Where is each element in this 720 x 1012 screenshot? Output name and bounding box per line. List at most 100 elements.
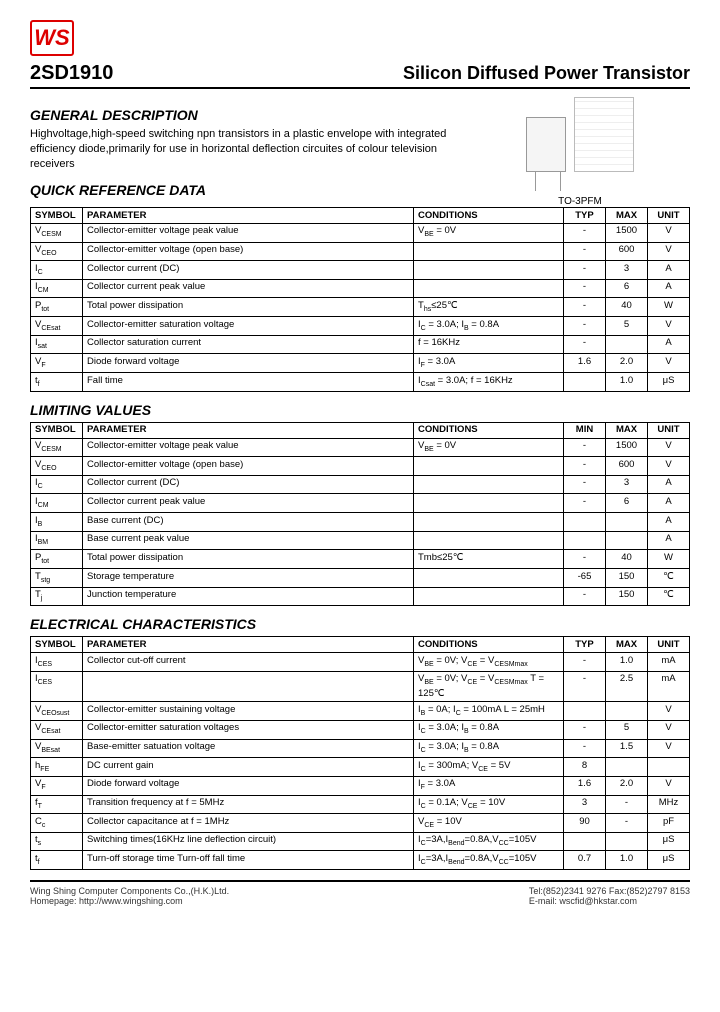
electrical-characteristics-title: ELECTRICAL CHARACTERISTICS [30,616,690,632]
table-cell: μS [648,373,690,392]
table-cell [414,279,564,298]
table-cell: Ptot [31,298,83,317]
footer-email: E-mail: wscfid@hkstar.com [529,896,690,906]
table-cell: ts [31,832,83,851]
table-cell: 1500 [606,223,648,242]
table-cell: 1.6 [564,354,606,373]
table-cell: - [564,587,606,606]
table-cell: Ths≤25℃ [414,298,564,317]
table-cell: - [564,739,606,758]
table-row: TjJunction temperature-150℃ [31,587,690,606]
table-cell: Collector current peak value [83,279,414,298]
table-row: tfTurn-off storage time Turn-off fall ti… [31,851,690,870]
table-cell: tf [31,373,83,392]
table-cell: 2.5 [606,671,648,702]
table-cell: 8 [564,758,606,777]
table-cell: - [564,279,606,298]
table-cell: Junction temperature [83,587,414,606]
table-cell: mA [648,671,690,702]
table-row: fTTransition frequency at f = 5MHzIC = 0… [31,795,690,814]
table-cell: - [564,242,606,261]
table-cell: A [648,513,690,532]
table-cell: tf [31,851,83,870]
table-header: SYMBOL [31,637,83,653]
table-cell: Collector-emitter voltage (open base) [83,457,414,476]
table-cell: - [564,438,606,457]
table-cell [606,702,648,721]
table-cell: IF = 3.0A [414,354,564,373]
table-cell: VCEsat [31,720,83,739]
table-header: SYMBOL [31,422,83,438]
table-row: VCEOsustCollector-emitter sustaining vol… [31,702,690,721]
table-cell: μS [648,851,690,870]
table-cell: W [648,298,690,317]
table-cell: mA [648,653,690,672]
table-cell: Isat [31,335,83,354]
table-row: IBBase current (DC)A [31,513,690,532]
table-cell [564,702,606,721]
table-cell: Collector current peak value [83,494,414,513]
table-cell: 6 [606,494,648,513]
table-row: ICCollector current (DC)-3A [31,261,690,280]
table-cell: Collector-emitter sustaining voltage [83,702,414,721]
table-cell: 2.0 [606,776,648,795]
table-cell: Total power dissipation [83,550,414,569]
table-cell: VCEsat [31,317,83,336]
table-header: UNIT [648,637,690,653]
table-cell: Ptot [31,550,83,569]
footer-homepage: Homepage: http://www.wingshing.com [30,896,229,906]
table-cell: VBE = 0V; VCE = VCESMmax T = 125℃ [414,671,564,702]
table-row: IsatCollector saturation currentf = 16KH… [31,335,690,354]
table-cell: Base-emitter satuation voltage [83,739,414,758]
table-cell: ℃ [648,569,690,588]
table-cell: A [648,279,690,298]
table-cell: A [648,261,690,280]
table-cell [606,832,648,851]
table-cell: 5 [606,720,648,739]
table-cell: Transition frequency at f = 5MHz [83,795,414,814]
table-cell: 3 [564,795,606,814]
table-cell: ICsat = 3.0A; f = 16KHz [414,373,564,392]
table-cell [414,513,564,532]
table-cell: VCEO [31,242,83,261]
table-cell: Collector cut-off current [83,653,414,672]
table-cell [606,335,648,354]
header: 2SD1910 Silicon Diffused Power Transisto… [30,62,690,89]
table-row: TstgStorage temperature-65150℃ [31,569,690,588]
table-cell: - [564,653,606,672]
table-cell: IC [31,261,83,280]
table-cell: 150 [606,587,648,606]
table-cell: A [648,475,690,494]
quick-reference-title: QUICK REFERENCE DATA [30,182,458,198]
table-cell: - [564,261,606,280]
table-cell: 6 [606,279,648,298]
table-cell: Collector-emitter saturation voltage [83,317,414,336]
table-cell: 2.0 [606,354,648,373]
table-row: tsSwitching times(16KHz line deflection … [31,832,690,851]
table-cell: - [564,475,606,494]
table-header: PARAMETER [83,422,414,438]
table-cell: VBE = 0V [414,223,564,242]
limiting-values-table: SYMBOLPARAMETERCONDITIONSMINMAXUNITVCESM… [30,422,690,607]
table-cell: V [648,317,690,336]
table-cell: - [564,550,606,569]
table-cell: ICM [31,494,83,513]
table-cell [414,261,564,280]
table-cell: Tj [31,587,83,606]
table-cell: IC = 3.0A; IB = 0.8A [414,317,564,336]
table-cell: Turn-off storage time Turn-off fall time [83,851,414,870]
table-header: CONDITIONS [414,422,564,438]
table-cell: 40 [606,298,648,317]
table-cell: Collector current (DC) [83,261,414,280]
table-cell: IC = 3.0A; IB = 0.8A [414,720,564,739]
table-row: VCEsatCollector-emitter saturation volta… [31,720,690,739]
table-cell: - [564,720,606,739]
table-cell: Collector-emitter voltage peak value [83,223,414,242]
quick-reference-table: SYMBOLPARAMETERCONDITIONSTYPMAXUNITVCESM… [30,207,690,392]
table-row: tfFall timeICsat = 3.0A; f = 16KHz1.0μS [31,373,690,392]
table-cell: ICM [31,279,83,298]
table-header: CONDITIONS [414,208,564,224]
table-cell: MHz [648,795,690,814]
table-cell: 1.6 [564,776,606,795]
table-row: VCESMCollector-emitter voltage peak valu… [31,223,690,242]
